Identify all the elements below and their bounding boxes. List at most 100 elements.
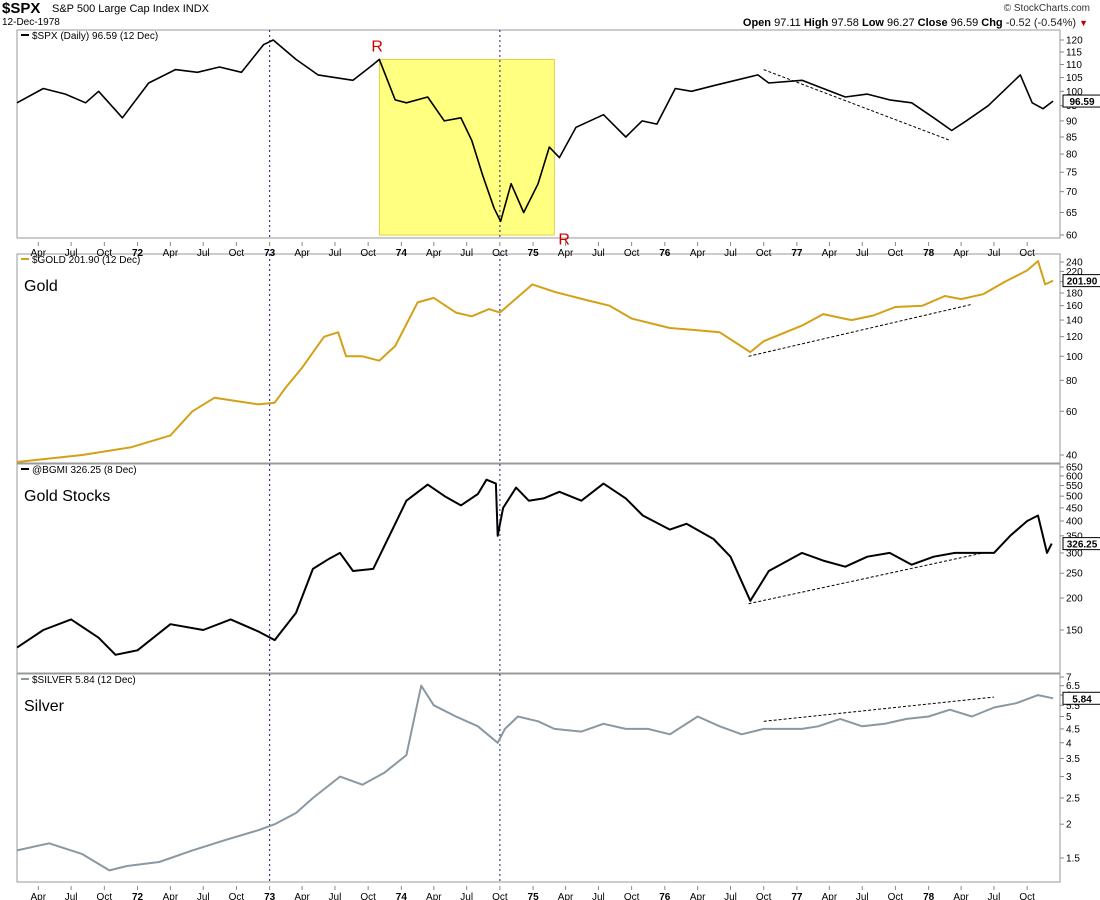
trendline xyxy=(748,303,973,357)
series-line-spx xyxy=(16,39,1054,223)
y-tick-label: 150 xyxy=(1066,626,1083,637)
panel-spx: 6065707580859095100105110115120RR$SPX (D… xyxy=(16,29,1100,249)
y-tick-label: 240 xyxy=(1066,258,1083,269)
upper-axis-tick-label: 74 xyxy=(396,248,408,259)
y-tick-label: 4 xyxy=(1066,738,1072,749)
lower-axis-tick-label: Oct xyxy=(1019,892,1035,900)
upper-axis-tick-label: Oct xyxy=(624,248,640,259)
y-tick-label: 100 xyxy=(1066,87,1083,98)
last-value-label: 201.90 xyxy=(1067,277,1098,288)
y-tick-label: 6.5 xyxy=(1066,681,1080,692)
upper-axis-tick-label: Jul xyxy=(329,248,342,259)
y-tick-label: 160 xyxy=(1066,301,1083,312)
trendline xyxy=(763,696,995,722)
last-value-box xyxy=(1062,94,1100,108)
series-line-silver xyxy=(16,684,1054,872)
lower-axis-tick-label: Apr xyxy=(31,892,47,900)
lower-axis-tick-label: Jul xyxy=(65,892,78,900)
lower-axis-tick-label: 73 xyxy=(264,892,276,900)
instrument-name: S&P 500 Large Cap Index INDX xyxy=(52,3,209,15)
y-tick-label: 300 xyxy=(1066,548,1083,559)
upper-axis-tick-label: Oct xyxy=(97,248,113,259)
lower-axis-tick-label: Oct xyxy=(360,892,376,900)
upper-axis-tick-label: Oct xyxy=(360,248,376,259)
down-triangle-icon: ▼ xyxy=(1079,18,1088,28)
y-tick-label: 115 xyxy=(1066,47,1082,58)
lower-axis-tick-label: Oct xyxy=(97,892,113,900)
high-value: 97.58 xyxy=(831,17,859,29)
y-tick-label: 3.5 xyxy=(1066,754,1080,765)
legend-swatch xyxy=(21,468,29,470)
lower-axis-tick-label: Apr xyxy=(558,892,574,900)
lower-axis-tick-label: Apr xyxy=(294,892,310,900)
y-tick-label: 2.5 xyxy=(1066,793,1080,804)
y-tick-label: 7 xyxy=(1066,673,1072,684)
upper-axis-tick-label: Apr xyxy=(822,248,838,259)
lower-axis-tick-label: Oct xyxy=(756,892,772,900)
y-tick-label: 5 xyxy=(1066,712,1072,723)
y-tick-label: 200 xyxy=(1066,594,1083,605)
last-value-box xyxy=(1062,274,1100,288)
y-tick-label: 2 xyxy=(1066,820,1072,831)
lower-axis-tick-label: Apr xyxy=(426,892,442,900)
upper-axis-tick-label: 72 xyxy=(132,248,144,259)
upper-axis-tick-label: 75 xyxy=(528,248,540,259)
upper-axis-tick-label: Oct xyxy=(1019,248,1035,259)
lower-axis-tick-label: 78 xyxy=(923,892,935,900)
upper-axis-tick-label: 73 xyxy=(264,248,276,259)
legend-label: @BGMI 326.25 (8 Dec) xyxy=(32,465,137,476)
reversal-marker: R xyxy=(558,232,570,249)
y-tick-label: 140 xyxy=(1066,316,1083,327)
lower-axis-tick-label: Jul xyxy=(197,892,210,900)
legend-swatch xyxy=(21,258,29,260)
upper-axis-tick-label: Apr xyxy=(31,248,47,259)
upper-axis-tick-label: Jul xyxy=(592,248,605,259)
y-tick-label: 550 xyxy=(1066,481,1083,492)
panel-title: Gold Stocks xyxy=(24,488,110,505)
upper-axis-tick-label: Jul xyxy=(724,248,737,259)
lower-axis-tick-label: Oct xyxy=(624,892,640,900)
lower-axis-tick-label: Oct xyxy=(492,892,508,900)
lower-axis-tick-label: 76 xyxy=(659,892,671,900)
upper-axis-tick-label: Apr xyxy=(558,248,574,259)
ticker-symbol: $SPX xyxy=(2,0,41,17)
upper-axis-tick-label: Apr xyxy=(690,248,706,259)
upper-axis-tick-label: 78 xyxy=(923,248,935,259)
y-tick-label: 75 xyxy=(1066,168,1078,179)
lower-axis-tick-label: 72 xyxy=(132,892,144,900)
upper-axis-tick-label: Apr xyxy=(163,248,179,259)
legend-label: $GOLD 201.90 (12 Dec) xyxy=(32,255,140,266)
reversal-marker: R xyxy=(371,38,383,55)
lower-axis-tick-label: 77 xyxy=(791,892,803,900)
panel-frame xyxy=(16,463,1061,674)
quote-summary: Open 97.11 High 97.58 Low 96.27 Close 96… xyxy=(742,17,1088,29)
upper-axis-tick-label: Jul xyxy=(197,248,210,259)
lower-axis-tick-label: Apr xyxy=(690,892,706,900)
legend-label: $SILVER 5.84 (12 Dec) xyxy=(32,675,136,686)
y-tick-label: 120 xyxy=(1066,332,1083,343)
panel-frame xyxy=(16,253,1061,464)
lower-axis-tick-label: Jul xyxy=(724,892,737,900)
y-tick-label: 350 xyxy=(1066,531,1083,542)
y-tick-label: 500 xyxy=(1066,492,1083,503)
y-tick-label: 80 xyxy=(1066,376,1078,387)
upper-axis-tick-label: Jul xyxy=(460,248,473,259)
exchange-label: INDX xyxy=(182,3,209,15)
series-line-gold xyxy=(16,260,1054,463)
upper-axis-tick-label: Apr xyxy=(426,248,442,259)
chart-header: $SPX S&P 500 Large Cap Index INDX 12-Dec… xyxy=(0,0,1100,30)
lower-axis-tick-label: 74 xyxy=(396,892,408,900)
upper-axis-tick-label: Oct xyxy=(888,248,904,259)
y-tick-label: 5.5 xyxy=(1066,701,1080,712)
legend-swatch xyxy=(21,678,29,680)
upper-axis-tick-label: 76 xyxy=(659,248,671,259)
panel-title: Gold xyxy=(24,278,58,295)
last-value-label: 5.84 xyxy=(1072,694,1092,705)
lower-axis-tick-label: Jul xyxy=(329,892,342,900)
trendline xyxy=(763,69,951,141)
panel-frame xyxy=(16,673,1061,883)
y-tick-label: 65 xyxy=(1066,208,1078,219)
bear-market-highlight xyxy=(378,58,555,236)
y-tick-label: 1.5 xyxy=(1066,854,1080,865)
lower-axis-tick-label: Apr xyxy=(953,892,969,900)
